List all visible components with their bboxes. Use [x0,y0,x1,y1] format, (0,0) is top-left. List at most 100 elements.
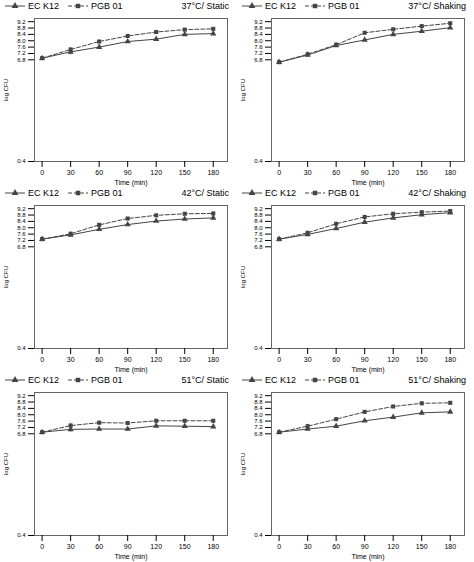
svg-text:8.8: 8.8 [254,25,263,31]
svg-text:90: 90 [361,543,369,550]
svg-text:8.4: 8.4 [254,218,263,224]
svg-text:log CFU: log CFU [3,453,9,475]
svg-text:9.2: 9.2 [17,19,26,25]
svg-text:60: 60 [332,356,340,363]
svg-text:8.0: 8.0 [254,412,263,418]
svg-text:log CFU: log CFU [240,79,246,101]
svg-text:7.2: 7.2 [17,50,26,56]
svg-text:60: 60 [95,169,103,176]
svg-text:150: 150 [416,356,428,363]
svg-text:7.6: 7.6 [17,231,26,237]
svg-text:8.4: 8.4 [254,31,263,37]
svg-text:7.6: 7.6 [254,44,263,50]
svg-text:30: 30 [304,356,312,363]
svg-text:30: 30 [67,543,75,550]
svg-text:120: 120 [150,356,162,363]
svg-text:30: 30 [304,169,312,176]
svg-text:0.4: 0.4 [254,158,263,164]
svg-text:7.2: 7.2 [254,237,263,243]
svg-text:8.0: 8.0 [17,38,26,44]
svg-text:Time (min): Time (min) [351,179,384,187]
svg-text:120: 120 [150,543,162,550]
svg-text:60: 60 [332,543,340,550]
svg-text:log CFU: log CFU [3,79,9,101]
svg-text:8.0: 8.0 [17,412,26,418]
svg-text:0: 0 [40,543,44,550]
svg-text:7.6: 7.6 [254,418,263,424]
svg-text:150: 150 [179,356,191,363]
svg-text:120: 120 [387,169,399,176]
svg-text:7.2: 7.2 [17,424,26,430]
svg-text:180: 180 [207,543,219,550]
svg-text:9.2: 9.2 [254,393,263,399]
svg-text:180: 180 [444,543,456,550]
svg-text:0.4: 0.4 [17,532,26,538]
svg-text:0: 0 [277,356,281,363]
svg-text:8.4: 8.4 [17,31,26,37]
svg-text:90: 90 [124,169,132,176]
svg-text:8.4: 8.4 [254,405,263,411]
svg-text:60: 60 [332,169,340,176]
svg-text:9.2: 9.2 [17,393,26,399]
svg-text:120: 120 [387,356,399,363]
svg-text:120: 120 [387,543,399,550]
svg-text:0: 0 [40,356,44,363]
svg-text:8.8: 8.8 [17,25,26,31]
svg-text:0.4: 0.4 [254,345,263,351]
svg-text:180: 180 [444,169,456,176]
svg-text:9.2: 9.2 [254,19,263,25]
svg-text:Time (min): Time (min) [114,366,147,374]
svg-text:30: 30 [67,356,75,363]
svg-text:8.8: 8.8 [17,399,26,405]
svg-text:120: 120 [150,169,162,176]
svg-text:180: 180 [444,356,456,363]
svg-text:90: 90 [361,356,369,363]
svg-text:30: 30 [304,543,312,550]
svg-text:30: 30 [67,169,75,176]
svg-text:60: 60 [95,543,103,550]
svg-text:8.8: 8.8 [17,212,26,218]
svg-text:7.2: 7.2 [254,50,263,56]
svg-text:150: 150 [179,543,191,550]
svg-text:log CFU: log CFU [240,266,246,288]
svg-text:7.2: 7.2 [17,237,26,243]
svg-text:0.4: 0.4 [17,158,26,164]
svg-text:0: 0 [277,169,281,176]
svg-text:90: 90 [124,356,132,363]
svg-text:180: 180 [207,356,219,363]
svg-text:90: 90 [361,169,369,176]
svg-text:60: 60 [95,356,103,363]
svg-text:log CFU: log CFU [3,266,9,288]
svg-text:180: 180 [207,169,219,176]
svg-text:150: 150 [416,543,428,550]
svg-text:7.6: 7.6 [17,44,26,50]
svg-text:0.4: 0.4 [254,532,263,538]
svg-text:9.2: 9.2 [17,206,26,212]
svg-text:6.8: 6.8 [17,244,26,250]
svg-text:8.4: 8.4 [17,405,26,411]
svg-text:Time (min): Time (min) [114,179,147,187]
svg-text:7.2: 7.2 [254,424,263,430]
svg-text:0: 0 [40,169,44,176]
svg-text:90: 90 [124,543,132,550]
svg-text:Time (min): Time (min) [351,553,384,561]
svg-text:7.6: 7.6 [254,231,263,237]
svg-text:8.8: 8.8 [254,399,263,405]
svg-text:0.4: 0.4 [17,345,26,351]
svg-text:8.0: 8.0 [17,225,26,231]
svg-text:0: 0 [277,543,281,550]
svg-text:8.4: 8.4 [17,218,26,224]
svg-text:9.2: 9.2 [254,206,263,212]
svg-text:150: 150 [179,169,191,176]
svg-text:150: 150 [416,169,428,176]
svg-text:8.8: 8.8 [254,212,263,218]
svg-text:8.0: 8.0 [254,38,263,44]
svg-text:Time (min): Time (min) [114,553,147,561]
svg-text:8.0: 8.0 [254,225,263,231]
svg-text:6.8: 6.8 [254,244,263,250]
svg-text:7.6: 7.6 [17,418,26,424]
svg-text:6.8: 6.8 [254,57,263,63]
svg-text:log CFU: log CFU [240,453,246,475]
svg-text:6.8: 6.8 [17,431,26,437]
svg-text:6.8: 6.8 [254,431,263,437]
